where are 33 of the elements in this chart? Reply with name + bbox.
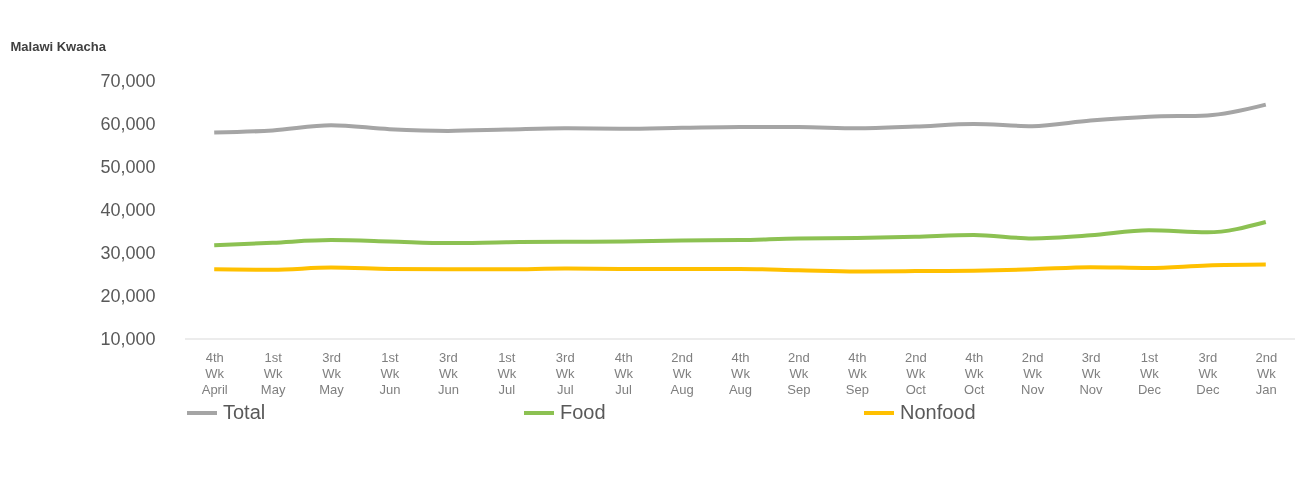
x-tick-label: 4th Wk April xyxy=(201,349,228,397)
y-tick-label: 50,000 xyxy=(100,156,156,177)
y-tick-label: 20,000 xyxy=(100,285,156,306)
x-tick-label: 3rd Wk Jun xyxy=(437,349,459,397)
x-tick-label: 2nd Wk Nov xyxy=(1021,349,1045,397)
y-tick-label: 10,000 xyxy=(100,328,156,349)
x-tick-label: 2nd Wk Aug xyxy=(670,349,694,397)
line-series xyxy=(212,220,1268,248)
x-tick-label: 3rd Wk May xyxy=(319,349,345,397)
y-tick-label: 70,000 xyxy=(100,70,156,91)
x-tick-label: 4th Wk Jul xyxy=(614,349,634,397)
x-tick-label: 1st Wk Dec xyxy=(1137,349,1162,397)
y-axis-title: Malawi Kwacha xyxy=(10,38,107,54)
x-tick-label: 3rd Wk Nov xyxy=(1079,349,1104,397)
x-tick-label: 3rd Wk Dec xyxy=(1196,349,1220,397)
x-tick-label: 2nd Wk Oct xyxy=(904,349,927,397)
legend-label: Nonfood xyxy=(900,401,976,423)
x-tick-label: 2nd Wk Jan xyxy=(1255,349,1278,397)
x-tick-label: 1st Wk Jun xyxy=(379,349,401,397)
x-tick-label: 1st Wk Jul xyxy=(497,349,517,397)
legend-label: Food xyxy=(560,401,606,423)
x-tick-label: 4th Wk Aug xyxy=(728,349,753,397)
y-tick-label: 40,000 xyxy=(100,199,156,220)
x-tick-label: 1st Wk May xyxy=(260,349,286,397)
y-tick-label: 30,000 xyxy=(100,242,156,263)
legend-label: Total xyxy=(223,401,266,423)
x-tick-label: 2nd Wk Sep xyxy=(787,349,811,397)
y-tick-label: 60,000 xyxy=(100,113,156,134)
x-tick-label: 3rd Wk Jul xyxy=(555,349,576,397)
x-tick-label: 4th Wk Sep xyxy=(845,349,869,397)
line-series xyxy=(212,102,1268,135)
line-series xyxy=(212,262,1268,274)
x-tick-label: 4th Wk Oct xyxy=(964,349,985,397)
